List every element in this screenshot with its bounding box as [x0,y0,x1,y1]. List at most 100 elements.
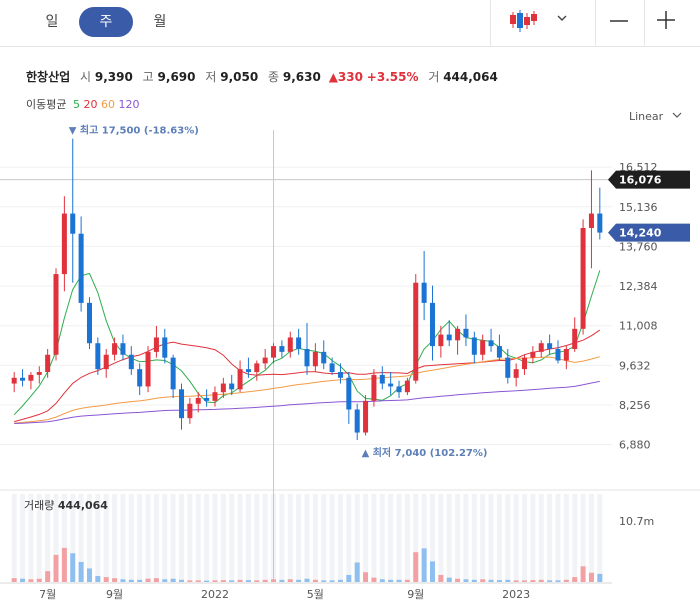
volume-bar [28,579,34,582]
volume-bg-stripe [555,494,561,582]
volume-bar [70,553,76,582]
candle [321,340,327,370]
volume-bar [471,579,477,582]
candle-body [220,383,226,393]
candle-body [463,328,469,338]
candle-body [555,348,561,361]
volume-bg-stripe [404,494,410,582]
candle [36,366,42,384]
candle [212,386,218,407]
volume-bar [547,580,553,582]
volume-current-value: 444,064 [58,499,108,512]
volume-bg-stripe [61,494,67,582]
candle [120,334,126,361]
volume-bg-stripe [496,494,502,582]
x-tick-label: 2023 [502,588,530,601]
quote-summary: 한창산업 시 9,390 고 9,690 저 9,050 종 9,630 ▲33… [26,68,498,85]
volume-bg-stripe [86,494,92,582]
crosshair-price-tag [608,170,690,189]
volume-bar [195,580,201,582]
volume-bar [95,576,101,582]
volume-bg-stripe [438,494,444,582]
volume-bg-stripe [388,494,394,582]
volume-bar [346,574,352,582]
candle-body [371,374,377,401]
candle [572,317,578,352]
volume-bar [522,580,528,582]
scale-label: Linear [629,110,664,123]
volume-bar [563,579,569,582]
candle [53,268,59,361]
candle [296,328,302,355]
candle-body [522,357,528,370]
volume-bar [404,579,410,582]
candle [480,334,486,361]
volume-bg-stripe [70,494,76,582]
tab-week[interactable]: 주 [79,7,133,37]
tab-month[interactable]: 월 [153,14,167,30]
volume-bg-stripe [112,494,118,582]
volume-bar [271,579,277,582]
candle [28,372,34,390]
candle [496,334,502,361]
volume-bg-stripe [547,494,553,582]
candle [304,323,310,375]
candle [170,354,176,398]
candle-body [388,383,394,387]
y-tick-label: 8,256 [619,399,651,412]
candle [287,331,293,358]
volume-bg-stripe [145,494,151,582]
low-annotation: ▲ 최저 7,040 (102.27%) [362,446,488,459]
volume-bg-stripe [120,494,126,582]
volume-bar [287,579,293,582]
candle [245,357,251,378]
volume-bar [103,577,109,582]
zoom-out-button[interactable] [606,10,632,34]
volume-bg-stripe [204,494,210,582]
ma-20: 20 [83,98,98,111]
volume-bg-stripe [229,494,235,582]
volume-bar [371,577,377,582]
tab-day[interactable]: 일 [45,14,59,30]
candle [145,346,151,393]
volume-bar [296,579,302,582]
volume-axis-label: 10.7m [619,515,654,528]
zoom-in-button[interactable] [654,8,680,34]
volume-bg-stripe [463,494,469,582]
candle-body [530,351,536,358]
volume-bar [61,547,67,582]
candle-body [254,363,260,373]
ma-5: 5 [72,98,80,111]
volume-bg-stripe [178,494,185,582]
volume-bar [112,578,118,582]
candle-body [363,400,369,433]
candle [112,337,118,361]
volume-bar [538,579,544,582]
moving-average-legend[interactable]: 이동평균 5 20 60 120 [26,96,139,112]
volume-bar [429,561,436,582]
candle-body [505,357,511,378]
candle [204,389,210,407]
candle-body [11,377,17,384]
volume-bg-stripe [446,494,452,582]
ma-120-line [14,380,600,424]
candle [195,392,201,413]
candle-body [471,337,477,355]
volume-bar [212,580,218,582]
plus-icon [657,11,675,29]
candle-body [153,337,159,352]
stock-name: 한창산업 [26,70,71,84]
ma-120: 120 [118,98,140,111]
candlestick-chart-type-button[interactable] [508,9,578,35]
candle-body [195,397,201,404]
candle [187,397,193,424]
candle [337,363,343,384]
volume-bg-stripe [530,494,536,582]
volume-bar [36,578,42,582]
candle [153,325,159,358]
volume-bg-stripe [78,494,84,582]
ma-60-line [14,356,600,424]
scale-type-select[interactable]: Linear [629,110,683,123]
y-tick-label: 9,632 [619,359,651,372]
